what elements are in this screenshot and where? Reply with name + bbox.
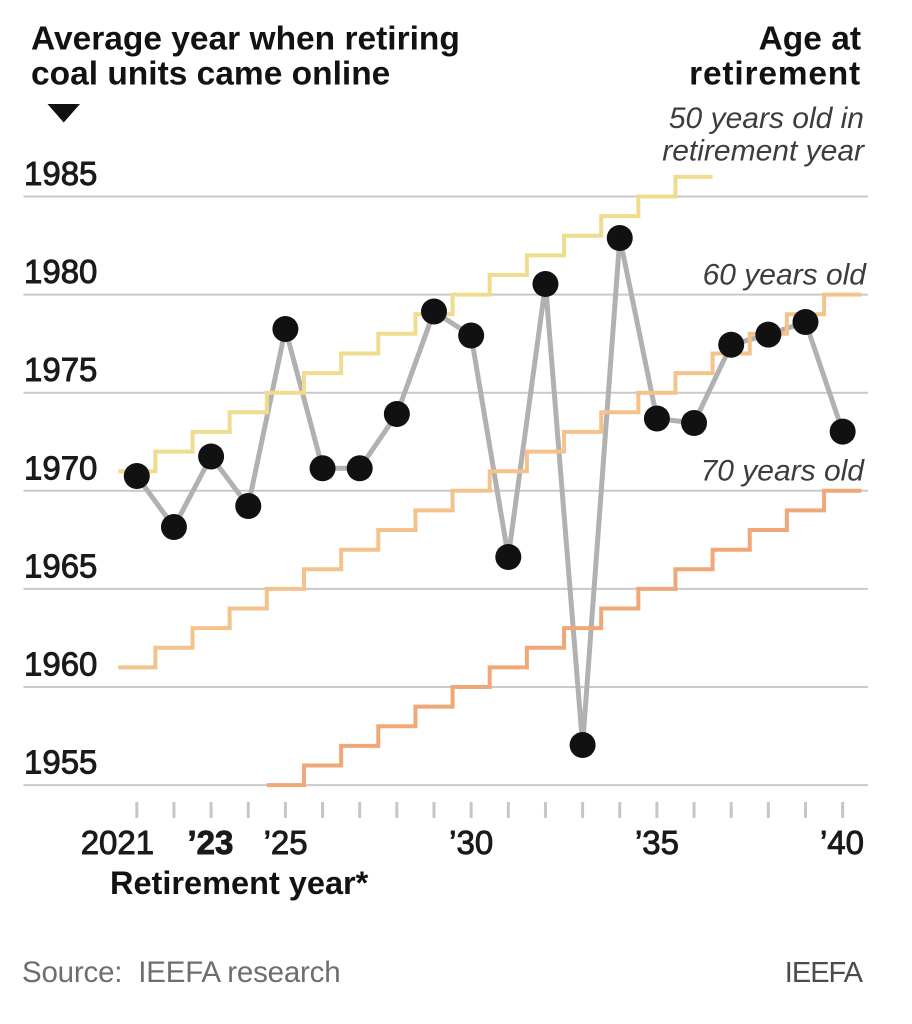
svg-text:70 years old: 70 years old: [701, 455, 866, 488]
svg-text:1970: 1970: [24, 449, 97, 486]
svg-text:coal units came online: coal units came online: [31, 55, 390, 92]
svg-text:’30: ’30: [449, 824, 493, 861]
svg-text:’40: ’40: [820, 824, 864, 861]
svg-text:’25: ’25: [264, 824, 308, 861]
svg-text:1975: 1975: [24, 351, 97, 388]
svg-text:’35: ’35: [635, 824, 679, 861]
svg-text:1960: 1960: [24, 646, 97, 683]
svg-text:retirement year: retirement year: [662, 135, 865, 168]
svg-text:’23: ’23: [187, 824, 233, 861]
svg-text:Age at: Age at: [759, 21, 861, 58]
svg-text:1955: 1955: [24, 744, 97, 781]
svg-text:1985: 1985: [24, 155, 97, 192]
svg-text:2021: 2021: [81, 824, 154, 861]
svg-text:IEEFA: IEEFA: [785, 957, 864, 989]
svg-text:1980: 1980: [24, 253, 97, 290]
svg-text:50 years old in: 50 years old in: [669, 102, 864, 135]
svg-text:Average year when retiring: Average year when retiring: [31, 21, 460, 58]
svg-text:1965: 1965: [24, 547, 97, 584]
svg-text:Retirement year*: Retirement year*: [110, 865, 369, 901]
svg-text:60 years old: 60 years old: [703, 259, 868, 292]
svg-text:retirement: retirement: [689, 55, 861, 92]
svg-text:Source: IEEFA research: Source: IEEFA research: [22, 956, 340, 989]
